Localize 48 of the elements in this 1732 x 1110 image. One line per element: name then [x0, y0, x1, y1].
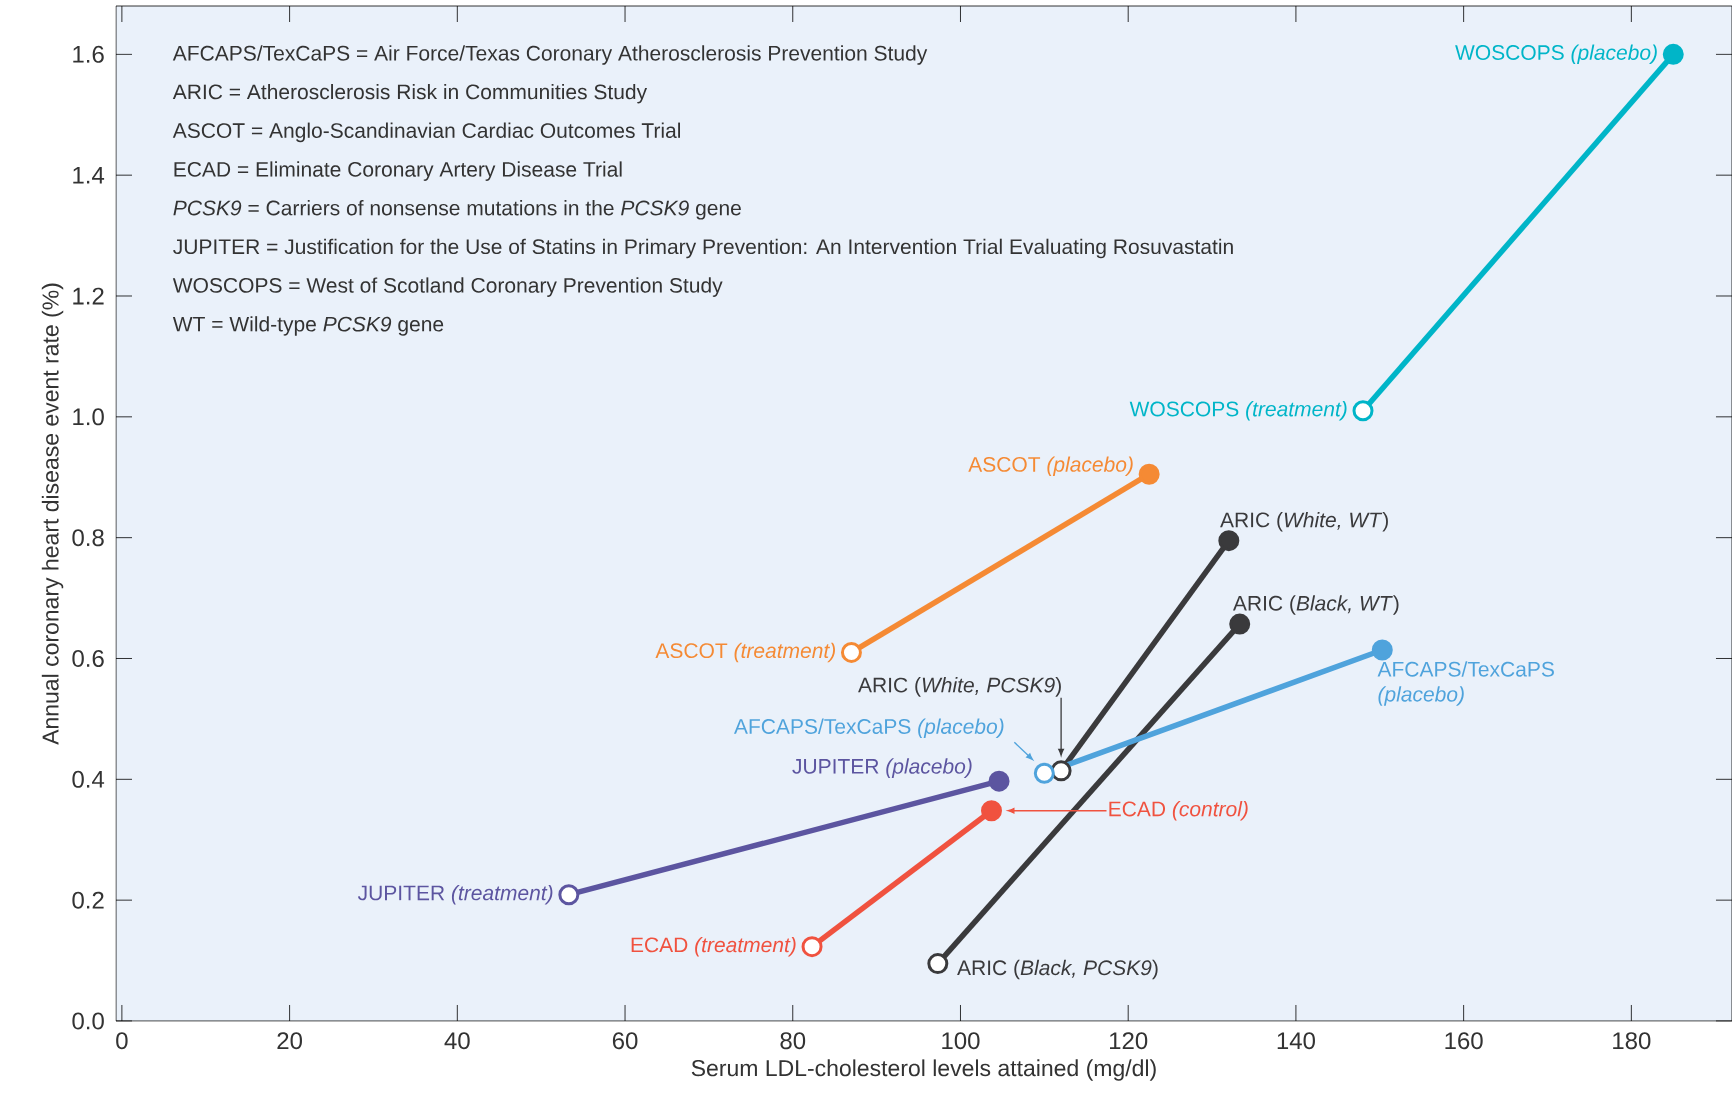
point	[981, 800, 1002, 822]
x-tick-label: 180	[1613, 1032, 1651, 1050]
y-tick-label: 0.6	[72, 650, 104, 667]
x-tick-label: 160	[1445, 1032, 1483, 1050]
annotation: ARIC = Atherosclerosis Risk in Communities Study	[172, 83, 648, 104]
annotation: ARIC (White, PCSK9)	[858, 677, 1061, 697]
y-tick-label: 0.2	[72, 891, 104, 909]
y-axis-title: Annual coronary heart disease event rate (%)	[41, 283, 64, 745]
annotation: WT = Wild-type PCSK9 gene	[172, 316, 444, 336]
y-tick-label: 1.0	[73, 408, 104, 426]
annotation: WOSCOPS (treatment)	[1129, 401, 1347, 421]
x-tick-label: 100	[942, 1032, 980, 1050]
point	[1138, 463, 1160, 485]
annotation: ARIC (Black, PCSK9)	[957, 959, 1158, 980]
annotation: AFCAPS/TexCaPS = Air Force/Texas Coronary Atherosclerosis Prevention Study	[172, 45, 928, 65]
x-tick-label: 40	[444, 1032, 470, 1050]
x-tick-label: 80	[780, 1032, 806, 1050]
point	[1662, 43, 1684, 65]
annotation: ASCOT = Anglo-Scandinavian Cardiac Outcomes Trial	[172, 122, 681, 143]
x-tick-label: 20	[277, 1032, 302, 1050]
annotation: PCSK9 = Carriers of nonsense mutations in the PCSK9 gene	[173, 200, 741, 220]
annotation: ARIC (White, WT)	[1220, 511, 1388, 532]
annotation: ECAD = Eliminate Coronary Artery Disease Trial	[174, 161, 622, 181]
annotation: ASCOT (treatment)	[655, 642, 835, 663]
annotation: ASCOT (placebo)	[968, 456, 1133, 477]
y-tick-label: 0.8	[72, 529, 104, 547]
annotation: JUPITER (placebo)	[792, 758, 972, 778]
point	[1371, 639, 1393, 661]
y-tick-label: 1.4	[73, 166, 105, 184]
y-tick-label: 0.4	[72, 770, 105, 788]
point	[988, 770, 1010, 792]
annotation: ARIC (Black, WT)	[1232, 595, 1399, 615]
annotation: JUPITER = Justification for the Use of Statins in Primary Prevention: An Intervention Trial Evaluating Rosuvastatin	[173, 238, 1233, 259]
annotation: AFCAPS/TexCaPS (placebo)	[733, 718, 1004, 739]
y-tick-label: 0.0	[72, 1012, 104, 1030]
annotation: ECAD (treatment)	[631, 936, 796, 957]
annotation: ECAD (control)	[1109, 800, 1248, 821]
annotation: JUPITER (treatment)	[357, 884, 553, 905]
x-axis-title: Serum LDL-cholesterol levels attained (mg/dl)	[691, 1059, 1156, 1081]
x-tick-label: 120	[1110, 1032, 1148, 1050]
y-tick-label: 1.2	[73, 287, 104, 305]
x-tick-label: 140	[1277, 1032, 1315, 1050]
x-tick-label: 60	[612, 1032, 638, 1050]
annotation: WOSCOPS (placebo)	[1455, 44, 1657, 65]
x-tick-label: 0	[116, 1032, 128, 1050]
y-tick-label: 1.6	[73, 45, 104, 63]
annotation: AFCAPS/TexCaPS (placebo)	[1377, 661, 1554, 706]
annotation: WOSCOPS = West of Scotland Coronary Prevention Study	[172, 277, 723, 297]
